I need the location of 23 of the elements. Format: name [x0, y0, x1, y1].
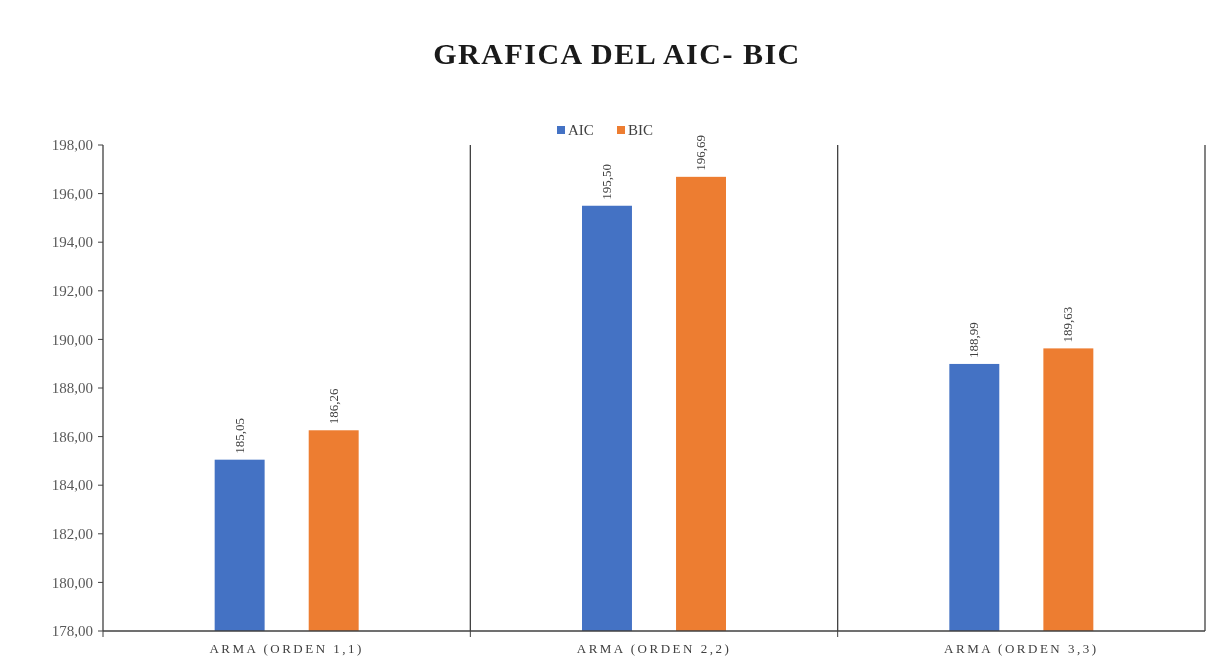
- legend-label: AIC: [568, 122, 594, 138]
- data-label: 185,05: [231, 417, 247, 454]
- x-tick-label: ARMA (ORDEN 2,2): [576, 641, 732, 656]
- y-tick-label: 196,00: [51, 185, 93, 202]
- y-tick-label: 190,00: [51, 331, 93, 348]
- data-label: 188,99: [966, 322, 982, 358]
- y-tick-label: 198,00: [51, 137, 93, 154]
- y-tick-label: 192,00: [51, 283, 93, 300]
- y-tick-label: 186,00: [51, 428, 93, 445]
- legend-label: BIC: [628, 122, 654, 138]
- data-label: 186,26: [325, 388, 341, 425]
- data-label: 196,69: [693, 135, 709, 171]
- y-tick-label: 182,00: [51, 526, 93, 543]
- y-tick-label: 188,00: [51, 380, 93, 397]
- data-label: 189,63: [1060, 306, 1076, 343]
- data-label: 195,50: [598, 164, 614, 200]
- y-tick-label: 194,00: [51, 234, 93, 251]
- y-tick-label: 178,00: [51, 623, 93, 640]
- y-tick-label: 180,00: [51, 574, 93, 591]
- y-tick-label: 184,00: [51, 477, 93, 494]
- x-tick-label: ARMA (ORDEN 3,3): [944, 641, 1099, 656]
- x-tick-label: ARMA (ORDEN 1,1): [209, 641, 364, 656]
- chart-title: GRAFICA DEL AIC- BIC: [433, 37, 801, 70]
